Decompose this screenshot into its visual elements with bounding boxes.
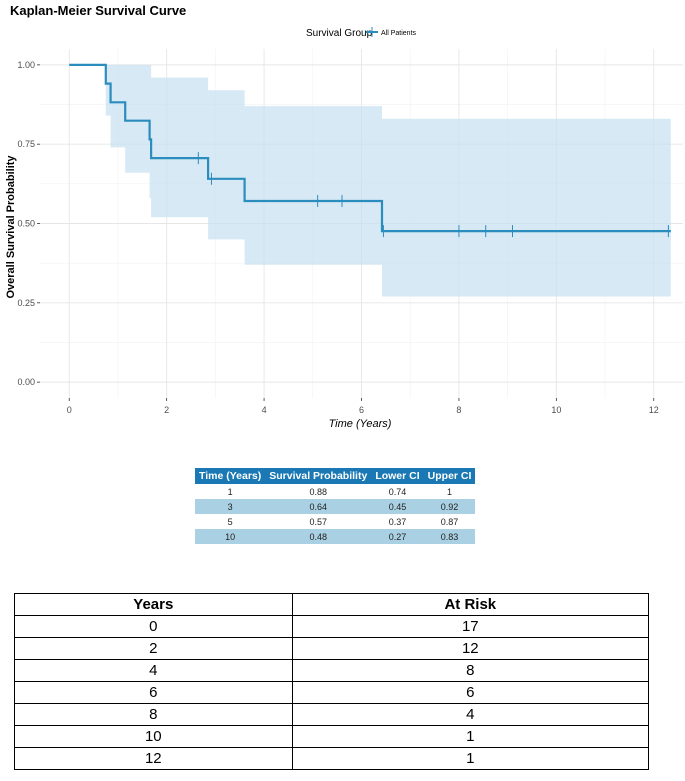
- summary-cell: 0.48: [265, 529, 372, 544]
- confidence-band: [69, 64, 671, 297]
- risk-cell: 8: [14, 703, 293, 726]
- summary-row: 10 0.48 0.27 0.83: [195, 529, 476, 544]
- x-axis-title: Time (Years): [329, 418, 392, 430]
- risk-cell: 8: [291, 659, 650, 682]
- risk-header-row: Years At Risk: [14, 593, 650, 616]
- summary-cell: 10: [195, 529, 266, 544]
- y-tick-label: 1.00: [17, 60, 35, 70]
- summary-cell: 0.87: [440, 516, 459, 527]
- x-tick-label: 12: [649, 405, 659, 415]
- summary-cell: 0.88: [309, 486, 328, 497]
- x-tick-label: 2: [164, 405, 169, 415]
- y-axis-title: Overall Survival Probability: [5, 155, 17, 299]
- summary-cell: 0.45: [371, 499, 424, 514]
- risk-row: 10 1: [14, 725, 650, 748]
- summary-cell: 0.37: [388, 516, 407, 527]
- risk-header-cell: Years: [14, 593, 293, 616]
- risk-cell: 4: [291, 703, 650, 726]
- summary-row: 3 0.64 0.45 0.92: [195, 499, 476, 514]
- risk-cell: 6: [291, 681, 650, 704]
- risk-row: 0 17: [14, 615, 650, 638]
- summary-table: Time (Years) Survival Probability Lower CI…: [195, 468, 476, 544]
- risk-cell: 12: [291, 637, 650, 660]
- summary-cell: 0.74: [388, 486, 407, 497]
- y-tick-label: 0.50: [17, 219, 35, 229]
- summary-header-cell: Lower CI: [371, 468, 424, 484]
- summary-cell: 5: [227, 516, 233, 527]
- summary-row: 1 0.88 0.74 1: [195, 484, 475, 499]
- x-tick-label: 6: [359, 405, 364, 415]
- legend: Survival Group All Patients: [306, 27, 417, 39]
- legend-label: All Patients: [381, 30, 417, 37]
- risk-cell: 17: [291, 615, 650, 638]
- y-tick-label: 0.25: [17, 298, 35, 308]
- summary-cell: 1: [447, 486, 453, 497]
- summary-header-cell: Survival Probability: [265, 468, 372, 484]
- x-tick-label: 0: [67, 405, 72, 415]
- x-tick-label: 8: [456, 405, 461, 415]
- risk-cell: 6: [14, 681, 293, 704]
- risk-cell: 4: [14, 659, 293, 682]
- risk-cell: 1: [291, 725, 650, 748]
- summary-cell: 0.83: [423, 529, 476, 544]
- y-tick-label: 0.75: [17, 139, 35, 149]
- summary-header-cell: Time (Years): [195, 468, 266, 484]
- summary-cell: 0.27: [371, 529, 424, 544]
- plot-panel: 0 2 4 6 8 10 12 0.00 0.25 0.50 0.75 1.00: [17, 49, 683, 415]
- summary-header-cell: Upper CI: [423, 468, 476, 484]
- risk-cell: 10: [14, 725, 293, 748]
- summary-row: 5 0.57 0.37 0.87: [195, 514, 475, 529]
- risk-header-cell: At Risk: [291, 593, 650, 616]
- km-chart: Kaplan-Meier Survival Curve Survival Gro…: [5, 3, 683, 430]
- risk-row: 2 12: [14, 637, 650, 660]
- risk-cell: 0: [14, 615, 293, 638]
- risk-cell: 1: [291, 747, 650, 770]
- survival-curve: [69, 63, 671, 233]
- summary-cell: 0.57: [309, 516, 328, 527]
- x-tick-label: 4: [262, 405, 267, 415]
- chart-title: Kaplan-Meier Survival Curve: [10, 3, 186, 18]
- summary-header-row: Time (Years) Survival Probability Lower CI…: [195, 468, 476, 484]
- summary-cell: 1: [227, 486, 233, 497]
- x-tick-label: 10: [551, 405, 561, 415]
- y-tick-label: 0.00: [17, 377, 35, 387]
- summary-cell: 0.92: [423, 499, 476, 514]
- risk-row: 12 1: [14, 747, 650, 770]
- legend-title: Survival Group: [306, 28, 373, 39]
- summary-cell: 0.64: [265, 499, 372, 514]
- risk-cell: 12: [14, 747, 293, 770]
- risk-table: Years At Risk 0 17 2 12 4 8 6 6 8 4 10 1 12 1: [14, 593, 650, 770]
- summary-cell: 3: [195, 499, 266, 514]
- risk-cell: 2: [14, 637, 293, 660]
